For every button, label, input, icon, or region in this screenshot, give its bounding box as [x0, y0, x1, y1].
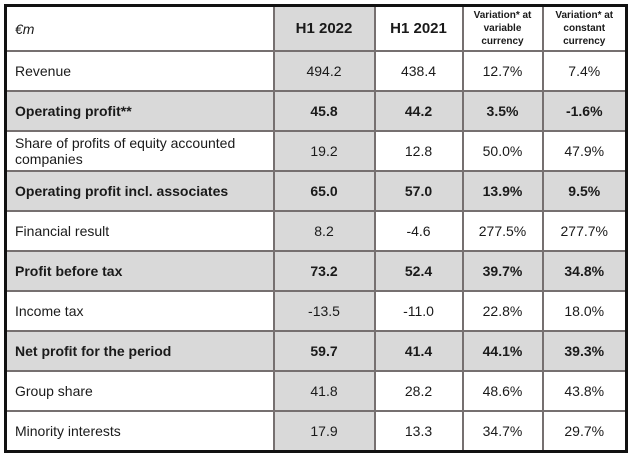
col-header-h1-2021: H1 2021 — [373, 4, 464, 52]
value-h1-2021: 57.0 — [373, 170, 464, 212]
col-header-variation-constant-line1: Variation* at — [555, 10, 614, 21]
value-h1-2021: -4.6 — [373, 210, 464, 252]
value-h1-2022: -13.5 — [272, 290, 376, 332]
header-row: €m H1 2022 H1 2021 Variation* at variabl… — [4, 4, 628, 52]
value-h1-2022: 19.2 — [272, 130, 376, 172]
unit-header: €m — [4, 4, 275, 52]
value-h1-2022: 65.0 — [272, 170, 376, 212]
value-h1-2022: 17.9 — [272, 410, 376, 452]
table-row-minority-interests: Minority interests 17.9 13.3 34.7% 29.7% — [4, 410, 628, 452]
value-h1-2022: 59.7 — [272, 330, 376, 372]
value-variation-constant: 47.9% — [541, 130, 628, 172]
value-variation-constant: -1.6% — [541, 90, 628, 132]
row-label: Operating profit** — [4, 90, 275, 132]
table-row-profit-before-tax: Profit before tax 73.2 52.4 39.7% 34.8% — [4, 250, 628, 292]
value-h1-2021: 41.4 — [373, 330, 464, 372]
table-row-financial-result: Financial result 8.2 -4.6 277.5% 277.7% — [4, 210, 628, 252]
value-variation-constant: 9.5% — [541, 170, 628, 212]
value-h1-2022: 73.2 — [272, 250, 376, 292]
col-header-h1-2022: H1 2022 — [272, 4, 376, 52]
value-h1-2021: 52.4 — [373, 250, 464, 292]
row-label: Group share — [4, 370, 275, 412]
value-h1-2021: 13.3 — [373, 410, 464, 452]
table-row-revenue: Revenue 494.2 438.4 12.7% 7.4% — [4, 50, 628, 92]
financial-results-table: €m H1 2022 H1 2021 Variation* at variabl… — [4, 4, 628, 453]
financial-results-table-container: €m H1 2022 H1 2021 Variation* at variabl… — [4, 4, 628, 453]
value-variation-variable: 13.9% — [461, 170, 544, 212]
value-variation-constant: 43.8% — [541, 370, 628, 412]
value-variation-variable: 22.8% — [461, 290, 544, 332]
value-h1-2021: 438.4 — [373, 50, 464, 92]
col-header-variation-constant-line2: constant currency — [563, 23, 606, 47]
row-label: Net profit for the period — [4, 330, 275, 372]
col-header-variation-variable: Variation* at variable currency — [461, 4, 544, 52]
value-h1-2022: 8.2 — [272, 210, 376, 252]
value-variation-variable: 44.1% — [461, 330, 544, 372]
table-row-share-of-profits: Share of profits of equity accounted com… — [4, 130, 628, 172]
row-label: Profit before tax — [4, 250, 275, 292]
row-label: Income tax — [4, 290, 275, 332]
value-h1-2021: 12.8 — [373, 130, 464, 172]
table-row-net-profit: Net profit for the period 59.7 41.4 44.1… — [4, 330, 628, 372]
value-h1-2021: 44.2 — [373, 90, 464, 132]
value-variation-constant: 18.0% — [541, 290, 628, 332]
value-variation-variable: 50.0% — [461, 130, 544, 172]
value-variation-variable: 3.5% — [461, 90, 544, 132]
table-row-operating-profit-incl-associates: Operating profit incl. associates 65.0 5… — [4, 170, 628, 212]
value-h1-2021: -11.0 — [373, 290, 464, 332]
col-header-variation-constant: Variation* at constant currency — [541, 4, 628, 52]
col-header-variation-variable-line2: variable currency — [481, 23, 524, 47]
value-variation-constant: 39.3% — [541, 330, 628, 372]
row-label: Financial result — [4, 210, 275, 252]
value-variation-variable: 277.5% — [461, 210, 544, 252]
value-variation-constant: 29.7% — [541, 410, 628, 452]
value-h1-2022: 494.2 — [272, 50, 376, 92]
value-h1-2021: 28.2 — [373, 370, 464, 412]
row-label: Revenue — [4, 50, 275, 92]
value-variation-variable: 48.6% — [461, 370, 544, 412]
row-label: Minority interests — [4, 410, 275, 452]
value-variation-constant: 7.4% — [541, 50, 628, 92]
table-row-operating-profit: Operating profit** 45.8 44.2 3.5% -1.6% — [4, 90, 628, 132]
row-label: Operating profit incl. associates — [4, 170, 275, 212]
value-variation-constant: 34.8% — [541, 250, 628, 292]
value-h1-2022: 45.8 — [272, 90, 376, 132]
table-row-group-share: Group share 41.8 28.2 48.6% 43.8% — [4, 370, 628, 412]
value-variation-variable: 34.7% — [461, 410, 544, 452]
value-variation-variable: 39.7% — [461, 250, 544, 292]
value-h1-2022: 41.8 — [272, 370, 376, 412]
col-header-variation-variable-line1: Variation* at — [473, 10, 532, 21]
row-label: Share of profits of equity accounted com… — [4, 130, 275, 172]
table-row-income-tax: Income tax -13.5 -11.0 22.8% 18.0% — [4, 290, 628, 332]
value-variation-variable: 12.7% — [461, 50, 544, 92]
value-variation-constant: 277.7% — [541, 210, 628, 252]
